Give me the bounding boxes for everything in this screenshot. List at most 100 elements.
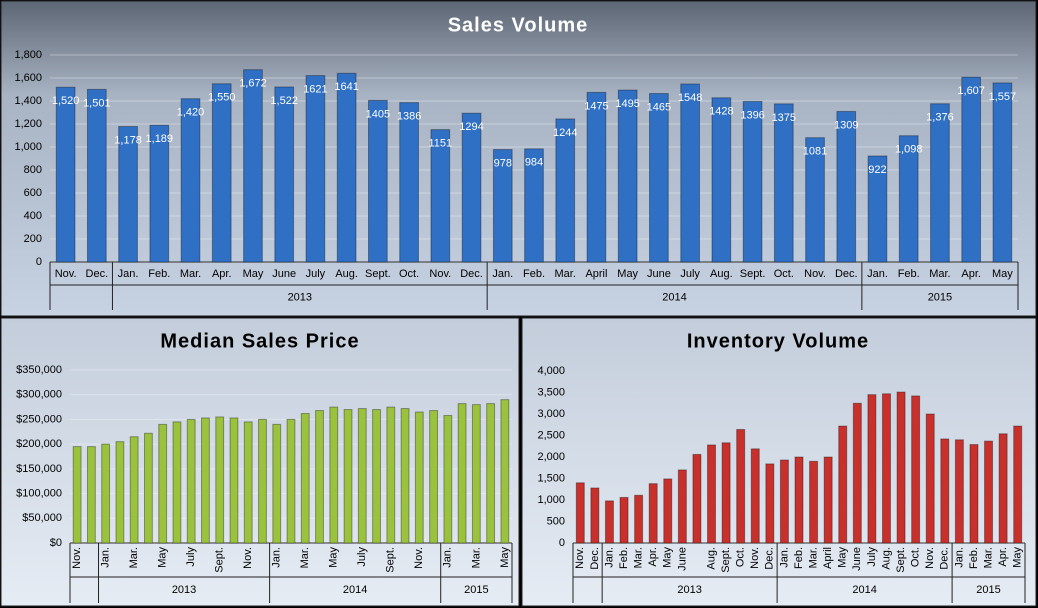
y-tick-label: 2,500 [537, 429, 565, 441]
bar [867, 394, 877, 544]
bar [736, 428, 746, 544]
x-tick-label: Apr. [997, 547, 1009, 567]
data-label: 1309 [834, 119, 858, 131]
bar [129, 436, 139, 544]
bar [555, 118, 576, 263]
x-tick-label: Dec. [939, 547, 951, 570]
bar [55, 86, 76, 263]
y-tick-label: 3,500 [537, 386, 565, 398]
y-tick-label: 800 [24, 164, 42, 176]
data-label: 1,557 [989, 91, 1017, 103]
x-tick-label: Aug. [335, 268, 358, 280]
y-tick-label: 2,000 [537, 451, 565, 463]
data-label: 1405 [366, 108, 390, 120]
group-label: 2013 [288, 291, 312, 303]
y-tick-label: 0 [559, 537, 565, 549]
bar [399, 102, 419, 263]
x-tick-label: Jan. [603, 547, 615, 568]
bar [336, 72, 357, 263]
data-label: 1621 [303, 83, 327, 95]
x-tick-label: Feb. [898, 268, 920, 280]
bar [305, 75, 326, 263]
data-label: 1,607 [957, 85, 985, 97]
panel [521, 317, 1037, 607]
data-label: 984 [525, 157, 543, 169]
x-tick-label: July [306, 268, 326, 280]
x-tick-label: Jan. [442, 547, 454, 568]
x-tick-label: Dec. [589, 547, 601, 570]
data-label: 1375 [772, 112, 796, 124]
y-tick-label: $350,000 [16, 364, 62, 376]
data-label: 1,520 [52, 95, 80, 107]
x-tick-label: April [822, 547, 834, 569]
bar [357, 408, 367, 544]
bar [961, 76, 982, 263]
group-label: 2015 [928, 291, 952, 303]
x-tick-label: Nov. [924, 547, 936, 569]
x-tick-label: Jan. [100, 547, 112, 568]
bar [750, 448, 760, 544]
bar [773, 103, 794, 263]
y-tick-label: $250,000 [16, 413, 62, 425]
x-tick-label: Sept. [385, 547, 397, 573]
bar [586, 91, 607, 263]
bar [1013, 425, 1023, 544]
bar [329, 406, 339, 544]
x-tick-label: Nov. [574, 547, 586, 569]
x-tick-label: May [837, 547, 849, 568]
bar [101, 443, 111, 544]
bar [692, 453, 702, 544]
y-tick-label: 3,000 [537, 408, 565, 420]
data-label: 1475 [584, 100, 608, 112]
y-tick-label: 1,400 [14, 95, 42, 107]
bar [925, 413, 935, 544]
x-tick-label: Mar. [128, 547, 140, 568]
bar [649, 93, 669, 263]
bar [372, 409, 381, 544]
data-label: 1,501 [83, 97, 111, 109]
bar [721, 442, 731, 544]
bar [881, 393, 891, 544]
bar [575, 482, 585, 544]
bar [617, 89, 638, 263]
x-tick-label: Mar. [180, 268, 201, 280]
y-tick-label: 1,800 [14, 49, 42, 61]
bar [272, 423, 282, 544]
x-tick-label: May [992, 268, 1013, 280]
data-label: 922 [868, 164, 886, 176]
x-tick-label: Sept. [365, 268, 391, 280]
x-tick-label: Aug. [705, 547, 717, 570]
data-label: 1,550 [208, 92, 236, 104]
data-label: 1,672 [239, 78, 267, 90]
x-tick-label: June [676, 547, 688, 571]
x-tick-label: Nov. [71, 547, 83, 569]
x-tick-label: June [647, 268, 671, 280]
bar [180, 98, 201, 263]
x-tick-label: Aug. [880, 547, 892, 570]
bar [677, 469, 687, 544]
bar [896, 391, 906, 544]
x-tick-label: Feb. [523, 268, 545, 280]
bar [742, 100, 763, 263]
panel [0, 0, 1037, 317]
bar [343, 409, 353, 544]
bar [805, 137, 825, 263]
bar [211, 83, 232, 263]
y-tick-label: $300,000 [16, 389, 62, 401]
y-tick-label: $50,000 [22, 512, 62, 524]
bar [149, 124, 170, 263]
bar [604, 500, 614, 544]
data-label: 1495 [615, 98, 639, 110]
y-tick-label: $100,000 [16, 487, 62, 499]
x-tick-label: Oct. [735, 547, 747, 567]
bar [72, 446, 82, 544]
x-tick-label: Feb. [618, 547, 630, 569]
x-tick-label: Feb. [148, 268, 170, 280]
data-label: 1,376 [926, 112, 954, 124]
bar [258, 418, 267, 544]
x-tick-label: Apr. [961, 268, 981, 280]
x-tick-label: June [272, 268, 296, 280]
x-tick-label: May [499, 547, 511, 568]
chart-title: Inventory Volume [687, 330, 869, 352]
bar [969, 444, 979, 544]
